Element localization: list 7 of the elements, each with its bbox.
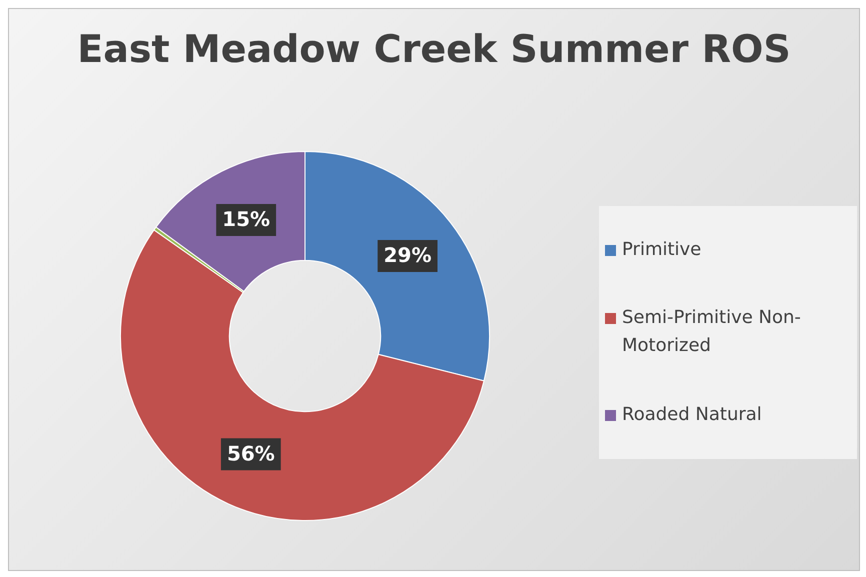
chart-title: East Meadow Creek Summer ROS xyxy=(76,27,792,71)
data-label: 56% xyxy=(226,441,275,466)
data-label: 29% xyxy=(384,243,432,268)
legend-label: Primitive xyxy=(622,238,702,262)
legend-label: Semi-Primitive Non-Motorized xyxy=(622,306,802,358)
data-label: 15% xyxy=(222,207,270,232)
legend-label: Roaded Natural xyxy=(622,402,762,427)
